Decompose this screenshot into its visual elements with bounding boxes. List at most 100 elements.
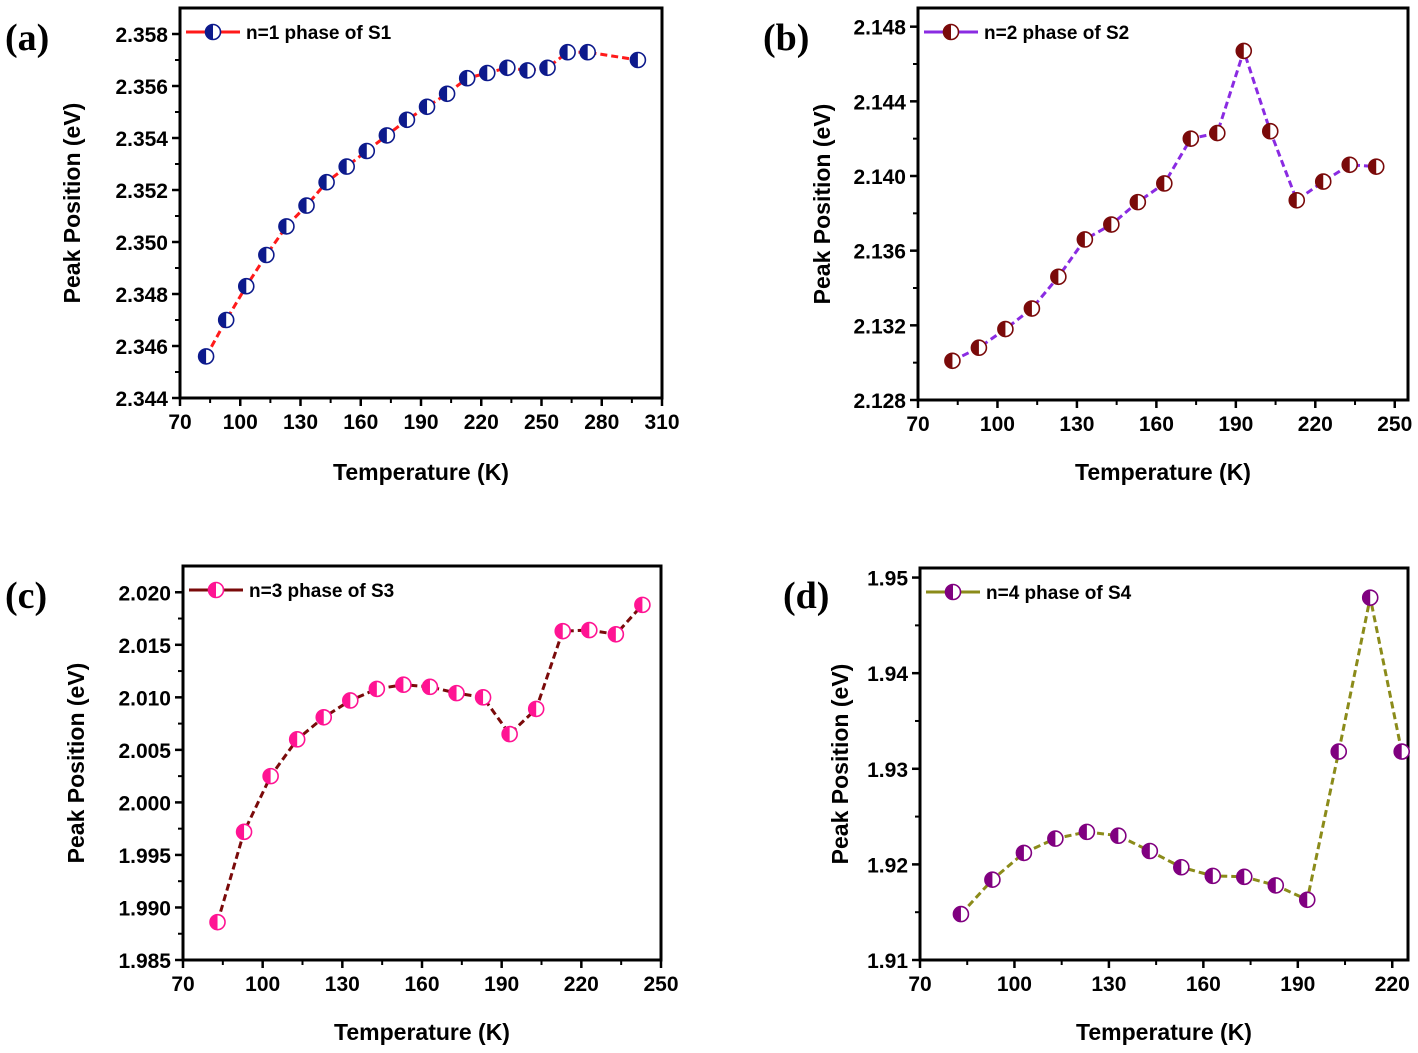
- data-point: [629, 51, 647, 69]
- x-tick-label: 160: [1186, 973, 1221, 996]
- y-tick-label: 2.015: [118, 635, 171, 658]
- chart-panel-a: (a) 70 100 130 160 190 220 250 280 310 2.344 2.346 2…: [5, 6, 680, 485]
- x-tick-label: 130: [325, 973, 360, 996]
- y-tick-label: 1.91: [867, 950, 908, 973]
- data-point: [288, 731, 306, 748]
- y-tick-label: 2.144: [853, 91, 906, 114]
- x-axis-title: Temperature (K): [1076, 1019, 1252, 1045]
- x-axis-title: Temperature (K): [1075, 459, 1251, 485]
- data-point: [237, 277, 255, 295]
- y-tick-label: 2.350: [115, 232, 168, 255]
- data-point: [1330, 743, 1348, 760]
- data-point: [1076, 231, 1094, 248]
- data-point: [1208, 124, 1226, 142]
- data-point: [478, 64, 496, 82]
- legend: n=2 phase of S2: [924, 23, 1129, 44]
- plot-frame: [918, 566, 1410, 962]
- y-tick-label: 2.352: [115, 180, 168, 203]
- x-tick-label: 160: [404, 973, 439, 996]
- legend: n=4 phase of S4: [926, 583, 1132, 604]
- x-tick-label: 280: [584, 411, 619, 434]
- data-point: [315, 708, 333, 726]
- series-line: [951, 49, 1377, 363]
- chart-panel-b: (b) 70 100 130 160 190 220 250 2.128 2.132 2.136 2.…: [763, 6, 1412, 485]
- data-point: [527, 700, 545, 718]
- data-point: [209, 913, 226, 931]
- y-tick-label: 2.005: [118, 740, 171, 763]
- y-tick-label: 2.140: [853, 166, 906, 189]
- y-tick-label: 2.358: [115, 24, 168, 47]
- x-tick-label: 310: [644, 411, 679, 434]
- x-tick-label: 250: [1377, 413, 1412, 436]
- data-point: [1204, 867, 1222, 885]
- y-tick-label: 2.132: [853, 315, 906, 338]
- data-point: [1361, 589, 1379, 606]
- data-point: [298, 197, 315, 214]
- y-tick-label: 1.92: [867, 854, 908, 877]
- x-axis-title: Temperature (K): [334, 1019, 510, 1045]
- data-point: [438, 85, 456, 103]
- data-point: [1129, 193, 1147, 211]
- data-point: [580, 621, 598, 639]
- y-tick-label: 2.348: [115, 284, 168, 307]
- data-point: [1235, 42, 1253, 60]
- legend-marker: [944, 583, 962, 601]
- data-point: [519, 62, 536, 79]
- data-point: [984, 871, 1001, 888]
- data-point: [579, 43, 596, 61]
- x-tick-label: 100: [223, 411, 258, 434]
- data-point: [1314, 173, 1332, 190]
- data-point: [421, 678, 439, 696]
- y-tick-label: 2.346: [115, 336, 168, 359]
- data-point: [634, 596, 651, 614]
- legend: n=3 phase of S3: [189, 581, 394, 602]
- y-axis-title: Peak Position (eV): [809, 104, 835, 305]
- panel-label: (d): [783, 575, 829, 617]
- data-point: [418, 98, 436, 116]
- x-tick-label: 70: [908, 973, 931, 996]
- y-tick-label: 1.93: [867, 759, 908, 782]
- data-point: [398, 111, 416, 129]
- legend-label: n=1 phase of S1: [246, 23, 392, 44]
- x-tick-label: 100: [245, 973, 280, 996]
- data-point: [501, 725, 518, 743]
- data-point: [1298, 891, 1316, 909]
- x-tick-label: 220: [464, 411, 499, 434]
- data-point: [1015, 844, 1033, 862]
- x-tick-label: 70: [168, 411, 191, 434]
- data-point: [607, 625, 625, 643]
- x-tick-label: 250: [524, 411, 559, 434]
- data-point: [1047, 830, 1064, 847]
- data-point: [1103, 216, 1120, 233]
- data-point: [318, 173, 335, 191]
- legend-label: n=3 phase of S3: [249, 581, 394, 602]
- chart-panel-c: (c) 70 100 130 160 190 220 250 1.985 1.990 1.995 2.…: [5, 564, 679, 1045]
- x-tick-label: 100: [997, 973, 1032, 996]
- data-point: [395, 676, 412, 694]
- data-point: [358, 142, 376, 160]
- data-point: [1341, 156, 1359, 174]
- y-tick-label: 2.344: [115, 388, 168, 411]
- y-tick-label: 2.128: [853, 390, 906, 413]
- data-point: [970, 339, 988, 357]
- plot-frame: [916, 6, 1410, 402]
- data-point: [235, 823, 253, 841]
- x-tick-label: 250: [643, 973, 678, 996]
- legend-label: n=2 phase of S2: [984, 23, 1129, 44]
- panel-label: (b): [763, 17, 809, 59]
- x-tick-label: 220: [1375, 973, 1410, 996]
- y-tick-label: 1.94: [867, 663, 908, 686]
- plot-frame: [178, 6, 664, 400]
- data-point: [1078, 823, 1096, 841]
- x-tick-label: 100: [980, 413, 1015, 436]
- x-tick-label: 190: [1280, 973, 1315, 996]
- data-point: [378, 127, 396, 144]
- legend-marker: [942, 23, 960, 41]
- legend-marker: [207, 581, 225, 599]
- y-tick-label: 2.136: [853, 241, 906, 264]
- data-point: [1235, 868, 1253, 886]
- data-point: [1141, 842, 1159, 860]
- data-point: [217, 311, 235, 329]
- y-tick-label: 2.148: [853, 17, 906, 40]
